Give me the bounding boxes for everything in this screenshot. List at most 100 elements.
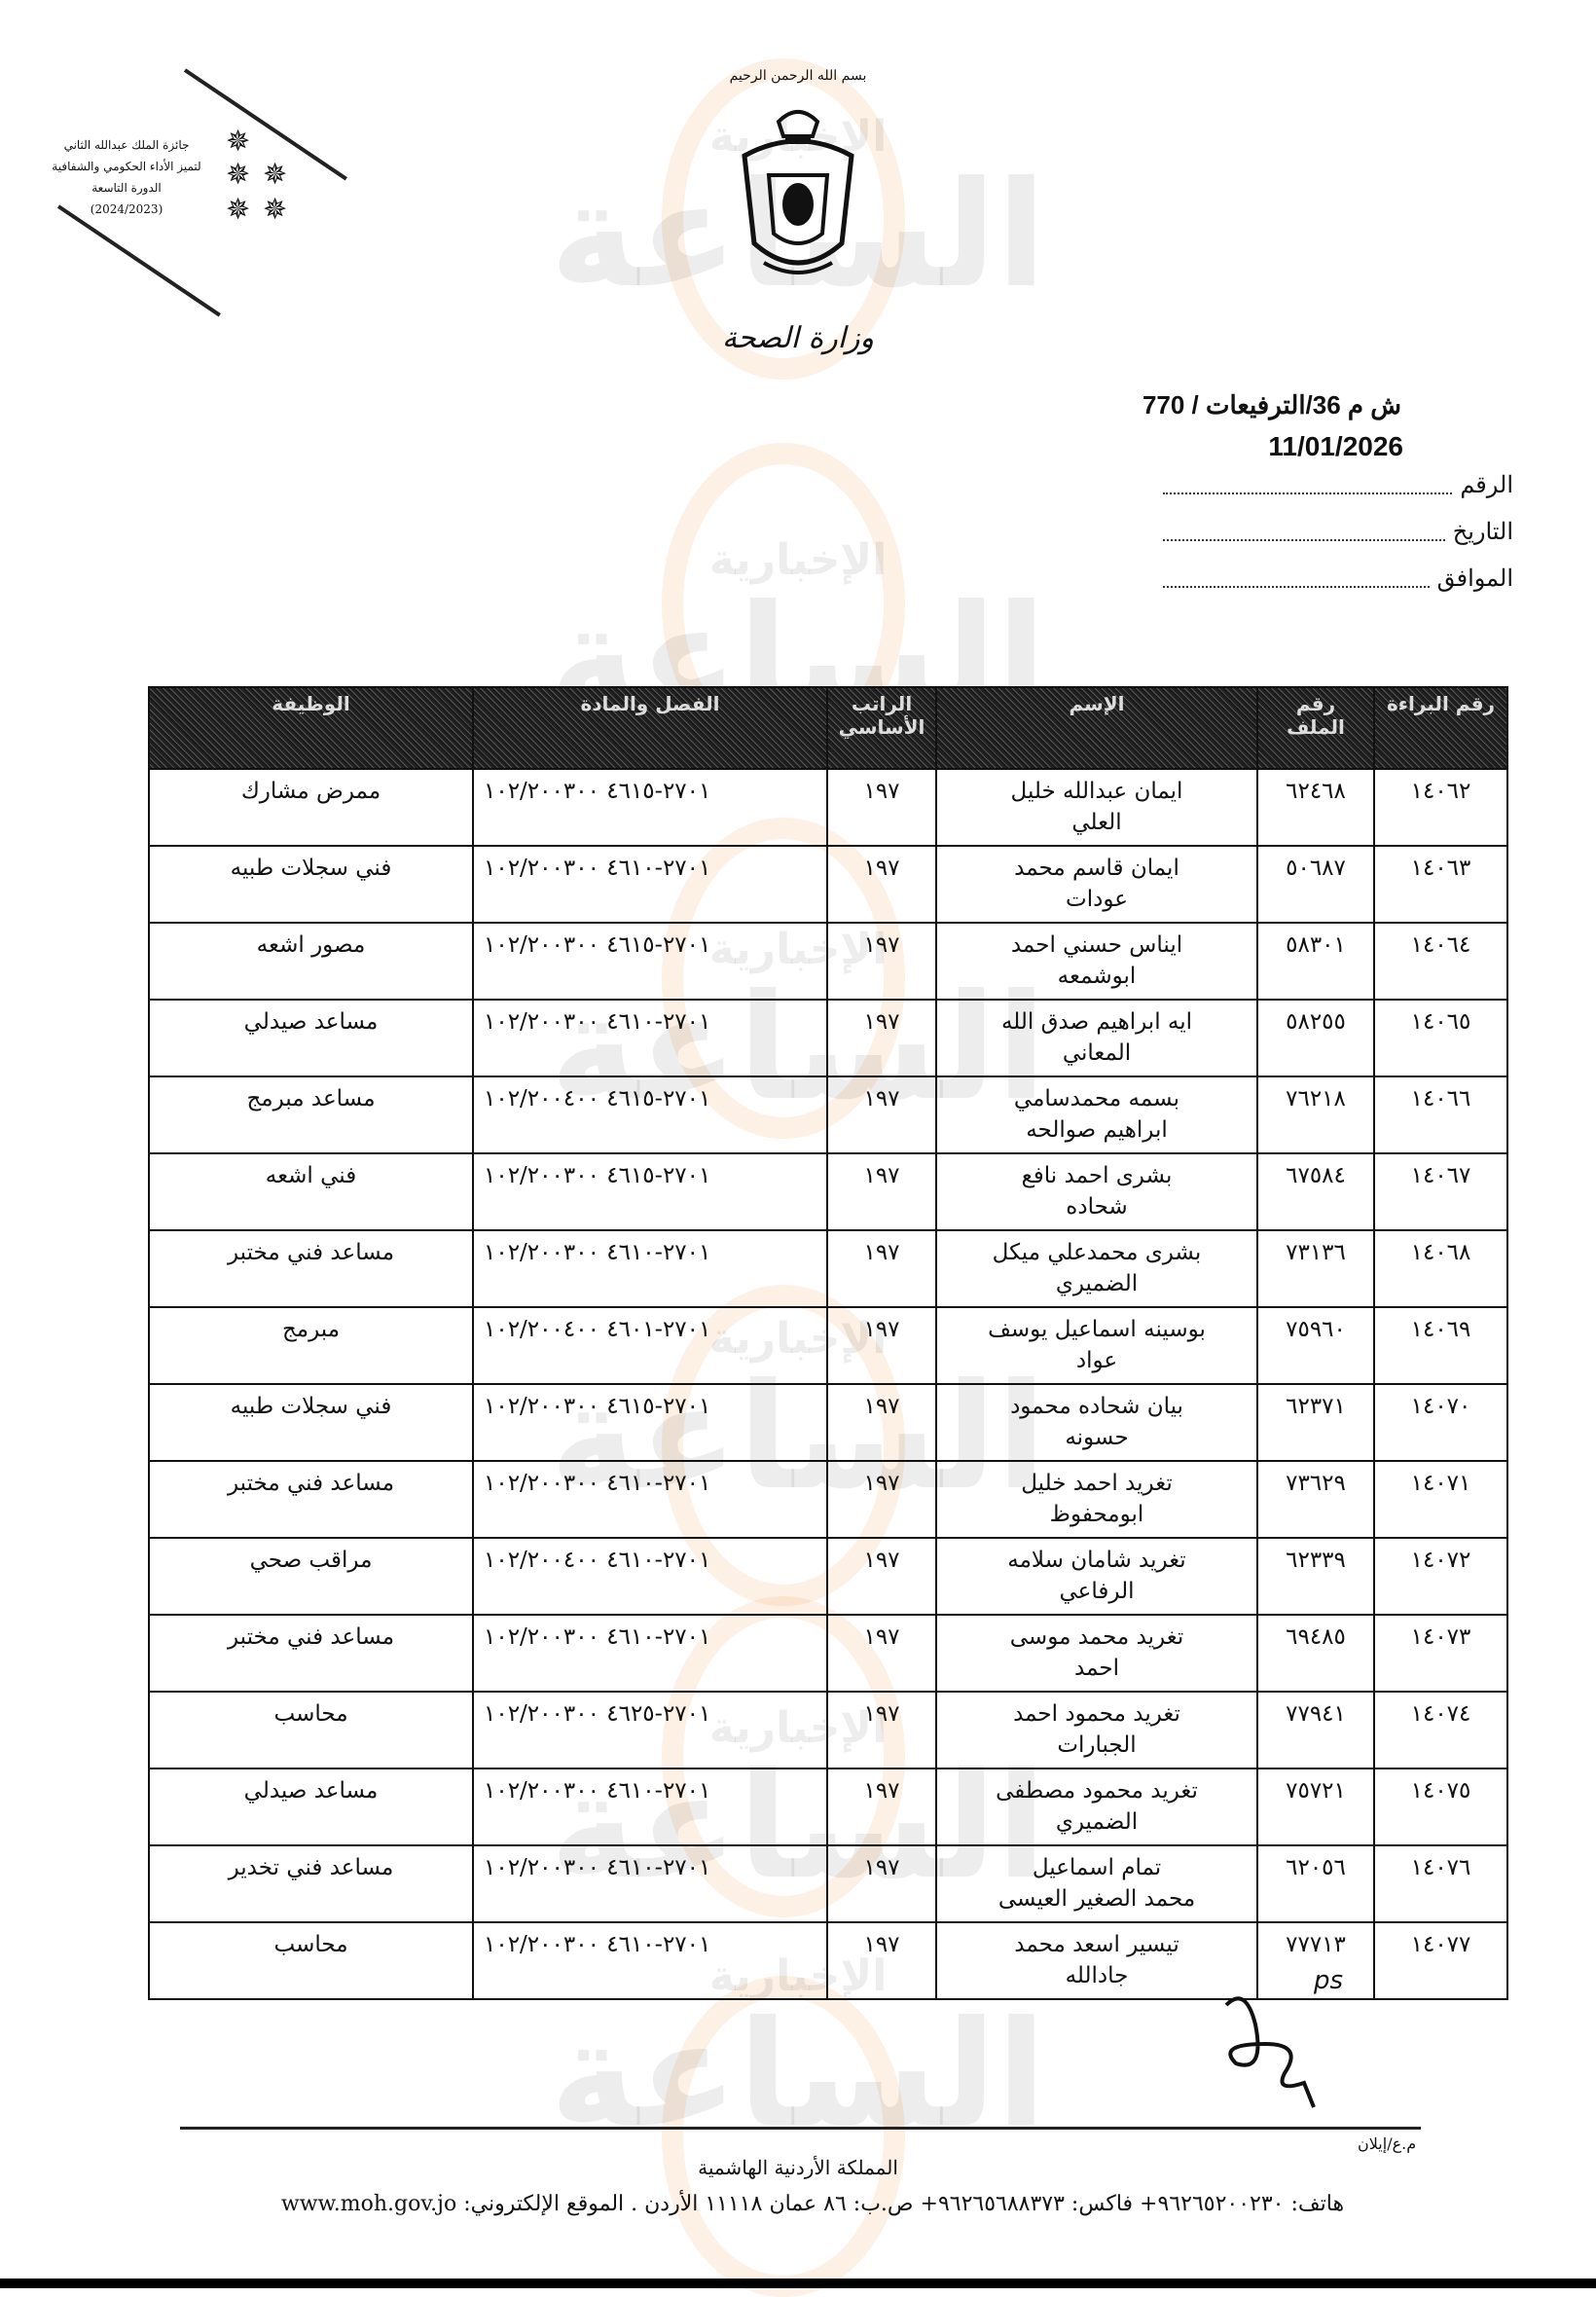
file-number: ٦٢٤٦٨ (1256, 768, 1375, 847)
dotted-line (1163, 492, 1453, 494)
employee-name: ايمان قاسم محمد عودات (935, 845, 1258, 924)
name-line-2: محمد الصغير العيسى (998, 1886, 1196, 1912)
employee-name: تغريد محمود مصطفى الضميري (935, 1768, 1258, 1846)
watermark-clock (662, 1976, 905, 2297)
file-number: ٥٨٣٠١ (1256, 922, 1375, 1001)
name-line-2: حسونه (1065, 1425, 1129, 1450)
certificate-number: ١٤٠٧٣ (1373, 1614, 1508, 1693)
file-number: ٧٦٢١٨ (1256, 1076, 1375, 1154)
chapter-item-value: ١٠٢/٢٠٠٣٠٠ ٤٦٢٥-٢٧٠١ (484, 1701, 711, 1727)
employee-name: تغريد محمود احمد الجبارات (935, 1691, 1258, 1769)
certificate-number: ١٤٠٦٤ (1373, 922, 1508, 1001)
basic-salary: ١٩٧ (826, 1383, 937, 1462)
footer-signoff: م.ع/إيلان (1358, 2134, 1417, 2153)
name-line-2: العلي (1071, 810, 1122, 835)
dotted-line (1163, 539, 1445, 541)
employee-name: ايه ابراهيم صدق الله المعاني (935, 999, 1258, 1077)
name-line-1: ايمان عبدالله خليل (1010, 779, 1183, 804)
basic-salary: ١٩٧ (826, 1229, 937, 1308)
award-stamp: جائزة الملك عبدالله الثاني لتميز الأداء … (39, 58, 347, 317)
job-title: محاسب (148, 1921, 474, 2000)
certificate-number: ١٤٠٦٣ (1373, 845, 1508, 924)
award-line: الدورة التاسعة (91, 181, 162, 195)
name-line-1: تيسير اسعد محمد (1014, 1932, 1179, 1957)
star-icon: ✵ (263, 158, 288, 192)
name-line-2: احمد (1074, 1656, 1119, 1681)
reference-date: 11/01/2026 (1268, 431, 1403, 461)
job-title: مساعد فني مختبر (148, 1229, 474, 1308)
table-row: ١٤٠٦٩ ٧٥٩٦٠ بوسينه اسماعيل يوسف عواد ١٩٧ ١٠٢/… (148, 1306, 1508, 1385)
employee-name: تيسير اسعد محمد جادالله (935, 1921, 1258, 2000)
table-row: ١٤٠٦٣ ٥٠٦٨٧ ايمان قاسم محمد عودات ١٩٧ ١٠٢/٢٠٠… (148, 845, 1508, 924)
chapter-item: ١٠٢/٢٠٠٣٠٠ ٤٦١٠-٢٧٠١ (472, 1460, 828, 1539)
name-line-1: تمام اسماعيل (1032, 1855, 1162, 1880)
job-title: مبرمج (148, 1306, 474, 1385)
file-number: ٦٢٣٧١ (1256, 1383, 1375, 1462)
basic-salary: ١٩٧ (826, 1076, 937, 1154)
footer-contact: هاتف: ٩٦٢٦٥٢٠٠٢٣٠+ فاكس: ٩٦٢٦٥٦٨٨٣٧٣+ ص.… (280, 2192, 1345, 2216)
chapter-item-value: ١٠٢/٢٠٠٣٠٠ ٤٦١٠-٢٧٠١ (484, 1624, 711, 1650)
table-row: ١٤٠٦٦ ٧٦٢١٨ بسمه محمدسامي ابراهيم صوالحه ١٩٧… (148, 1076, 1508, 1154)
name-line-1: بشرى احمد نافع (1021, 1163, 1173, 1188)
field-label: التاريخ (1452, 519, 1513, 545)
table-row: ١٤٠٧٧ ٧٧٧١٣ تيسير اسعد محمد جادالله ١٩٧ ١٠٢/٢… (148, 1921, 1508, 2000)
chapter-item: ١٠٢/٢٠٠٤٠٠ ٤٦١٠-٢٧٠١ (472, 1537, 828, 1616)
header-chapter-item: الفصل والمادة (472, 686, 828, 770)
award-line: جائزة الملك عبدالله الثاني (63, 138, 190, 152)
chapter-item: ١٠٢/٢٠٠٣٠٠ ٤٦١٥-٢٧٠١ (472, 768, 828, 847)
reference-number: ش م 36/الترفيعات / 770 (1142, 390, 1401, 419)
chapter-item: ١٠٢/٢٠٠٣٠٠ ٤٦١٠-٢٧٠١ (472, 1768, 828, 1846)
name-line-1: ايه ابراهيم صدق الله (1000, 1009, 1193, 1035)
employee-name: بوسينه اسماعيل يوسف عواد (935, 1306, 1258, 1385)
job-title: مساعد فني مختبر (148, 1614, 474, 1693)
table-row: ١٤٠٧٣ ٦٩٤٨٥ تغريد محمد موسى احمد ١٩٧ ١٠٢/٢٠٠٣… (148, 1614, 1508, 1693)
field-number: الرقم (1163, 471, 1513, 500)
name-line-1: تغريد محمد موسى (1009, 1624, 1184, 1650)
chapter-item-value: ١٠٢/٢٠٠٣٠٠ ٤٦١٠-٢٧٠١ (484, 1778, 711, 1804)
file-number: ٦٧٥٨٤ (1256, 1152, 1375, 1231)
chapter-item: ١٠٢/٢٠٠٤٠٠ ٤٦١٥-٢٧٠١ (472, 1076, 828, 1154)
header-basic-salary: الراتب الأساسي (826, 686, 937, 770)
table-header-row: رقم البراءة رقم الملف الإسم الراتب الأسا… (148, 686, 1508, 770)
basic-salary: ١٩٧ (826, 1614, 937, 1693)
certificate-number: ١٤٠٧٢ (1373, 1537, 1508, 1616)
initials: ps (1314, 1966, 1344, 1995)
employee-name: بشرى احمد نافع شحاده (935, 1152, 1258, 1231)
chapter-item: ١٠٢/٢٠٠٤٠٠ ٤٦٠١-٢٧٠١ (472, 1306, 828, 1385)
certificate-number: ١٤٠٧٥ (1373, 1768, 1508, 1846)
chapter-item: ١٠٢/٢٠٠٣٠٠ ٤٦١٥-٢٧٠١ (472, 1152, 828, 1231)
chapter-item: ١٠٢/٢٠٠٣٠٠ ٤٦١٥-٢٧٠١ (472, 922, 828, 1001)
certificate-number: ١٤٠٧٧ (1373, 1921, 1508, 2000)
employee-name: ايمان عبدالله خليل العلي (935, 768, 1258, 847)
certificate-number: ١٤٠٦٥ (1373, 999, 1508, 1077)
field-corresponding: الموافق (1163, 565, 1513, 594)
chapter-item-value: ١٠٢/٢٠٠٣٠٠ ٤٦١٠-٢٧٠١ (484, 1471, 711, 1496)
table-row: ١٤٠٧٠ ٦٢٣٧١ بيان شحاده محمود حسونه ١٩٧ ١٠٢/٢٠… (148, 1383, 1508, 1462)
table-row: ١٤٠٦٢ ٦٢٤٦٨ ايمان عبدالله خليل العلي ١٩٧ ١٠٢/… (148, 768, 1508, 847)
table-row: ١٤٠٦٥ ٥٨٢٥٥ ايه ابراهيم صدق الله المعاني ١٩٧… (148, 999, 1508, 1077)
name-line-1: تغريد محمود مصطفى (996, 1778, 1198, 1804)
scan-edge (0, 2279, 1596, 2288)
job-title: ممرض مشارك (148, 768, 474, 847)
star-icon: ✵ (263, 193, 288, 227)
basic-salary: ١٩٧ (826, 922, 937, 1001)
chapter-item: ١٠٢/٢٠٠٣٠٠ ٤٦١٠-٢٧٠١ (472, 1229, 828, 1308)
star-icon: ✵ (226, 125, 251, 159)
table-row: ١٤٠٧٦ ٦٢٠٥٦ تمام اسماعيل محمد الصغير العيسى… (148, 1844, 1508, 1923)
basic-salary: ١٩٧ (826, 845, 937, 924)
award-line: لتميز الأداء الحكومي والشفافية (52, 160, 201, 173)
employee-name: تمام اسماعيل محمد الصغير العيسى (935, 1844, 1258, 1923)
employee-name: تغريد شامان سلامه الرفاعي (935, 1537, 1258, 1616)
stamp-line (56, 204, 221, 317)
award-line: (2024/2023) (90, 202, 163, 216)
footer-divider (180, 2127, 1421, 2130)
chapter-item-value: ١٠٢/٢٠٠٤٠٠ ٤٦١٠-٢٧٠١ (484, 1548, 711, 1573)
job-title: مساعد مبرمج (148, 1076, 474, 1154)
signature (1224, 1996, 1316, 2108)
basic-salary: ١٩٧ (826, 1460, 937, 1539)
name-line-1: تغريد شامان سلامه (1007, 1548, 1186, 1573)
header-file-number: رقم الملف (1256, 686, 1375, 770)
chapter-item: ١٠٢/٢٠٠٣٠٠ ٤٦١٠-٢٧٠١ (472, 1614, 828, 1693)
certificate-number: ١٤٠٧٤ (1373, 1691, 1508, 1769)
basic-salary: ١٩٧ (826, 1306, 937, 1385)
